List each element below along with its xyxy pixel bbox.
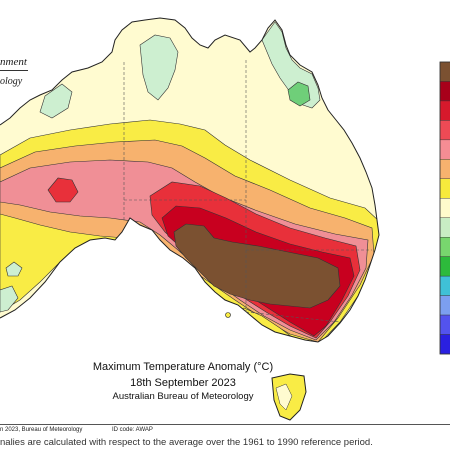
footer-id-code: ID code: AWAP xyxy=(112,427,153,433)
legend-swatch xyxy=(439,295,450,316)
map-title: Maximum Temperature Anomaly (°C) xyxy=(92,361,274,373)
legend-swatch xyxy=(439,81,450,102)
legend-swatch xyxy=(439,120,450,141)
anomaly-zone-light-green-northwest xyxy=(39,83,73,119)
footer-copyright: n 2023, Bureau of Meteorology xyxy=(0,427,83,433)
legend-swatch xyxy=(439,275,450,296)
legend-swatch xyxy=(439,159,450,179)
anomaly-zone-light-green-southwest-coast xyxy=(0,285,19,313)
footer-divider xyxy=(0,424,450,425)
anomaly-zone-red-west xyxy=(47,177,79,203)
kangaroo-island xyxy=(225,312,231,318)
legend-swatch xyxy=(439,314,450,335)
reference-period-note: nalies are calculated with respect to th… xyxy=(0,437,373,448)
legend-swatch xyxy=(439,61,450,82)
agency-name-fragment: ology xyxy=(0,76,23,87)
anomaly-zone-light-green-north xyxy=(139,34,179,101)
legend-swatch xyxy=(439,334,450,355)
map-organisation: Australian Bureau of Meteorology xyxy=(112,391,254,402)
legend-swatch xyxy=(439,236,450,257)
anomaly-zone-light-green-west xyxy=(5,261,23,277)
government-name-fragment: nment xyxy=(0,56,27,68)
state-borders xyxy=(123,60,372,323)
legend-frame xyxy=(439,61,450,355)
anomaly-zone-light-green-southwest xyxy=(79,241,159,273)
border-nsw-vic xyxy=(245,311,341,323)
legend-swatch xyxy=(439,256,450,277)
header-rule xyxy=(0,70,28,71)
anomaly-contours xyxy=(0,21,379,342)
legend-swatch xyxy=(439,178,450,199)
anomaly-zone-brown xyxy=(173,223,341,309)
map-title-block: Maximum Temperature Anomaly (°C) 18th Se… xyxy=(38,360,328,403)
legend-swatch xyxy=(439,139,450,160)
legend-swatch xyxy=(439,217,450,238)
legend-color-bar xyxy=(439,61,450,355)
australia-coastline xyxy=(0,17,380,343)
legend-swatch xyxy=(439,100,450,121)
tasmania-pale-zone xyxy=(275,383,293,411)
map-date: 18th September 2023 xyxy=(130,377,236,389)
anomaly-zone-green-northeast xyxy=(287,81,311,107)
legend-swatch xyxy=(439,198,450,218)
